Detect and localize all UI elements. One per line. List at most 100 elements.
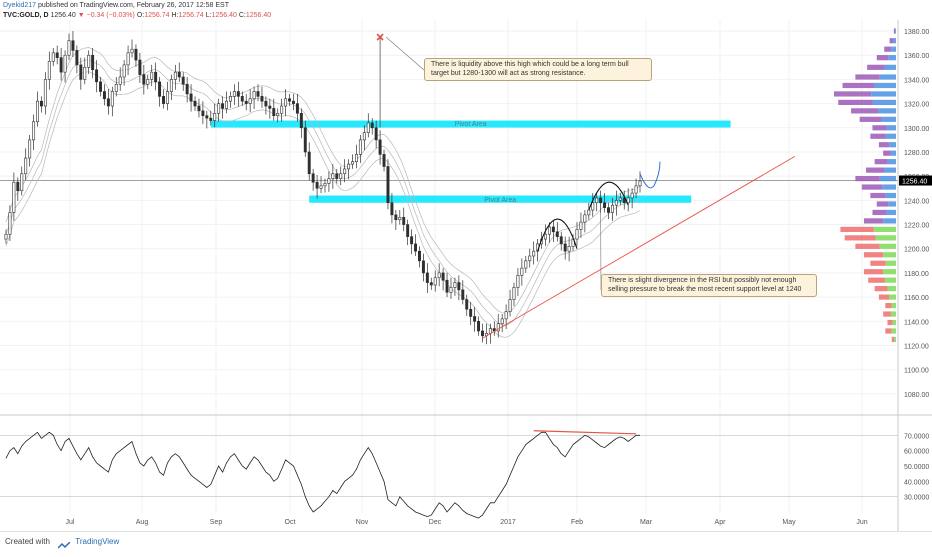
candle-body [383,154,385,166]
volume-profile-bar-a [851,108,878,113]
price-tick-label: 1360.00 [904,53,929,60]
candle-body [269,106,271,108]
candle-body [198,106,200,111]
volume-profile-bar-b [893,38,896,43]
top-annotation-callout[interactable]: There is liquidity above this high which… [424,58,652,81]
price-tick-label: 1300.00 [904,126,929,133]
volume-profile-bar-a [877,55,889,60]
volume-profile-bar-a [864,218,883,223]
volume-profile-bar-a [845,235,876,240]
volume-profile-bar-a [870,261,885,266]
candle-body [304,128,306,152]
candle-body [324,183,326,185]
candle-body [17,182,19,190]
candle-body [418,251,420,261]
candle-body [162,96,164,103]
bottom-annotation-callout[interactable]: There is slight divergence in the RSI bu… [601,274,817,297]
candle-body [225,101,227,108]
pivot-zone-label: Pivot Area [484,197,516,204]
candle-body [158,82,160,97]
candle-body [9,212,11,234]
candle-body [166,92,168,104]
candle-body [477,321,479,331]
candle-body [229,96,231,101]
candle-body [237,92,239,97]
tradingview-brand[interactable]: TradingView [75,537,119,546]
candle-body [434,278,436,285]
candle-body [371,123,373,128]
candle-body [5,234,7,239]
volume-profile-bar-b [889,142,896,147]
volume-profile-bar-a [838,100,873,105]
volume-profile-bar-b [884,168,896,173]
volume-profile-bar-a [855,176,879,181]
candle-body [533,251,535,256]
candle-body [36,101,38,122]
candle-body [375,128,377,140]
price-axis[interactable]: 1080.001100.001120.001140.001160.001180.… [899,29,932,399]
candle-body [615,200,617,205]
candle-body [32,122,34,140]
candle-body [592,203,594,210]
candle-body [261,96,263,101]
candle-body [221,104,223,109]
volume-profile-bar-a [877,201,889,206]
price-tick-label: 1200.00 [904,247,929,254]
volume-profile-bar-b [886,134,896,139]
candle-body [115,84,117,91]
candle-body [25,158,27,174]
volume-profile-bar-a [885,328,891,333]
volume-profile-bar-a [870,134,885,139]
volume-profile-bar-b [891,311,896,316]
candle-body [466,300,468,310]
candle-body [631,193,633,198]
volume-profile-bar-a [872,210,886,215]
volume-profile-bar-a [834,91,871,96]
candle-body [446,280,448,292]
volume-profile-bar-b [891,47,896,52]
rsi-tick-label: 50.0000 [904,464,929,471]
candle-body [194,101,196,106]
candle-body [395,215,397,220]
volume-profile-bar-b [881,117,896,122]
candle-body [332,174,334,179]
candle-body [48,61,50,79]
volume-profile-bar-b [895,28,896,33]
volume-profile-bar-a [870,193,885,198]
price-tick-label: 1340.00 [904,77,929,84]
time-tick-label: Oct [285,519,296,526]
volume-profile-bar-b [887,286,896,291]
candle-body [469,309,471,316]
candle-body [99,82,101,92]
candle-body [501,319,503,324]
candle-body [410,237,412,244]
candle-body [28,140,30,158]
candle-body [580,222,582,229]
rsi-tick-label: 70.0000 [904,433,929,440]
candle-body [426,273,428,283]
candle-body [300,113,302,128]
candle-body [548,227,550,234]
candle-body [182,77,184,84]
volume-profile-bar-a [868,278,885,283]
candle-body [190,94,192,101]
pivot-zone-label: Pivot Area [455,121,487,128]
volume-profile-bar-a [855,244,879,249]
candle-body [202,111,204,116]
volume-profile-bar-b [892,328,896,333]
time-tick-label: Nov [356,519,369,526]
volume-profile-bar-b [893,320,896,325]
candle-body [403,217,405,224]
time-tick-label: Dec [429,519,442,526]
candle-body [131,49,133,53]
candle-body [249,99,251,104]
volume-profile-bar-a [884,47,891,52]
candle-body [414,244,416,251]
candle-body [505,312,507,319]
volume-profile-bar-a [892,337,895,342]
candle-body [379,140,381,155]
candle-body [284,99,286,106]
time-tick-label: Mar [640,519,653,526]
